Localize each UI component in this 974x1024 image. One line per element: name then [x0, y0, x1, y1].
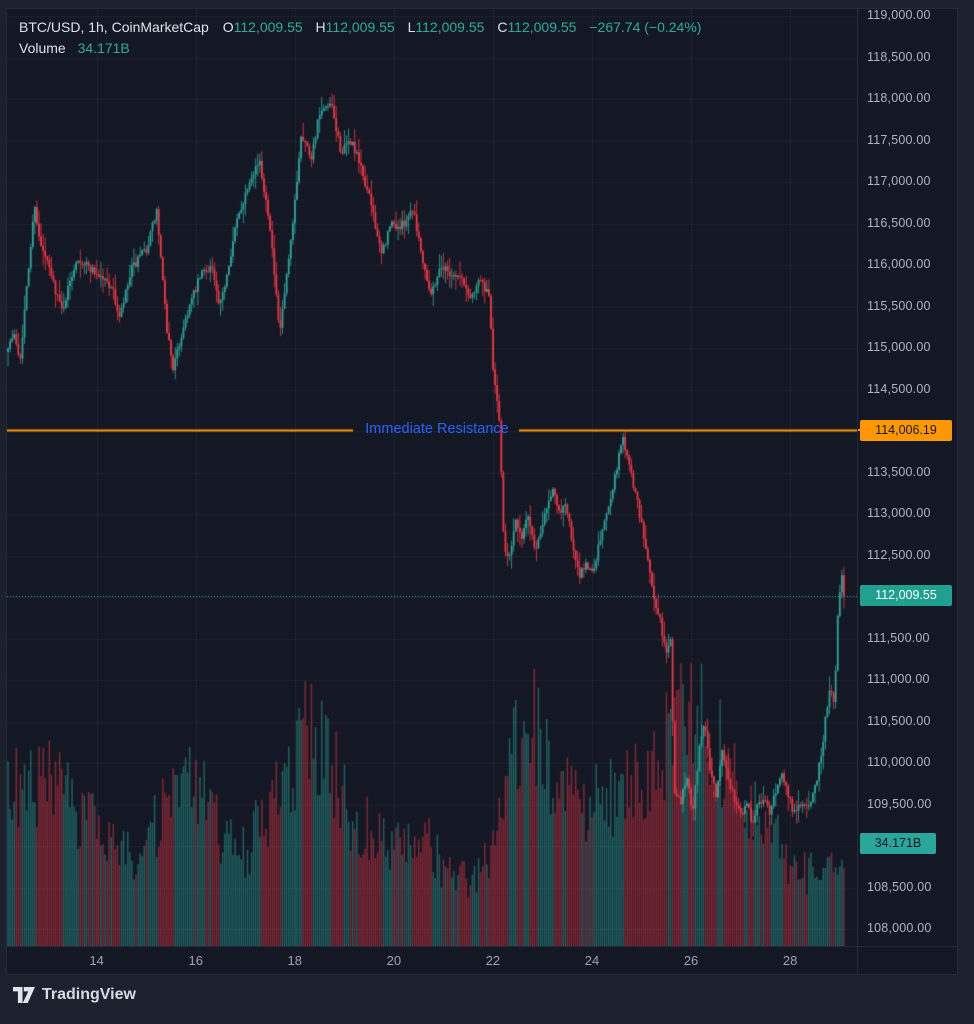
price-tick-label: 108,500.00: [867, 879, 932, 894]
close-label: C: [497, 19, 508, 35]
close-value: 112,009.55: [507, 19, 577, 35]
resistance-line-label[interactable]: Immediate Resistance: [365, 420, 509, 437]
price-tick-label: 116,000.00: [867, 257, 931, 272]
price-tick-label: 114,500.00: [867, 381, 931, 396]
time-tick-label: 22: [485, 953, 501, 968]
time-tick-label: 28: [782, 953, 798, 968]
price-tick-label: 110,500.00: [867, 713, 931, 728]
price-tick-label: 112,500.00: [867, 547, 931, 562]
tradingview-brand[interactable]: TradingView: [42, 986, 136, 1003]
high-group: H112,009.55: [316, 19, 395, 35]
close-group: C112,009.55: [497, 19, 576, 35]
time-tick-label: 20: [386, 953, 402, 968]
footer: TradingView: [13, 986, 136, 1004]
price-tick-label: 115,500.00: [867, 298, 931, 313]
tradingview-logo-icon[interactable]: [13, 986, 35, 1004]
high-value: 112,009.55: [325, 19, 395, 35]
time-tick-label: 18: [287, 953, 303, 968]
volume-badge: 34.171B: [860, 833, 936, 855]
price-tick-label: 115,000.00: [867, 340, 931, 355]
price-tick-label: 117,000.00: [867, 174, 931, 189]
volume-value: 34.171B: [77, 40, 130, 56]
symbol-title[interactable]: BTC/USD, 1h, CoinMarketCap: [19, 19, 209, 35]
price-tick-label: 116,500.00: [867, 215, 931, 230]
low-label: L: [407, 19, 416, 35]
price-tick-label: 111,500.00: [867, 630, 930, 645]
low-group: L112,009.55: [408, 19, 485, 35]
candlestick-chart-canvas[interactable]: [7, 9, 857, 946]
price-tick-label: 118,000.00: [867, 91, 931, 106]
low-value: 112,009.55: [415, 19, 485, 35]
resistance-price-badge: 114,006.19: [858, 419, 952, 441]
time-tick-label: 14: [89, 953, 104, 968]
time-tick-label: 16: [188, 953, 203, 968]
legend-volume-row: Volume 34.171B: [19, 38, 701, 59]
price-tick-label: 113,500.00: [867, 464, 931, 479]
tradingview-chart-widget: Immediate Resistance BTC/USD, 1h, CoinMa…: [6, 8, 958, 975]
open-group: O112,009.55: [223, 19, 303, 35]
volume-label[interactable]: Volume: [19, 40, 66, 56]
price-tick-label: 109,500.00: [867, 796, 932, 811]
high-label: H: [315, 19, 326, 35]
time-tick-label: 26: [683, 953, 699, 968]
price-pane[interactable]: Immediate Resistance BTC/USD, 1h, CoinMa…: [7, 9, 857, 946]
price-change: −267.74 (−0.24%): [589, 19, 702, 35]
price-tick-label: 117,500.00: [867, 132, 931, 147]
time-axis[interactable]: 14 16 18 20 22 24 26 28: [7, 946, 857, 974]
open-label: O: [222, 19, 234, 35]
price-tick-label: 108,000.00: [867, 921, 932, 936]
price-tick-label: 110,000.00: [867, 755, 931, 770]
last-price-badge: 112,009.55: [860, 585, 952, 607]
price-axis[interactable]: 114,006.19 112,009.55 34.171B 119,000.00…: [857, 9, 957, 946]
price-tick-label: 118,500.00: [867, 49, 931, 64]
legend-symbol-row: BTC/USD, 1h, CoinMarketCap O112,009.55 H…: [19, 17, 701, 38]
axis-corner: [857, 946, 957, 974]
price-tick-label: 111,000.00: [867, 672, 930, 687]
open-value: 112,009.55: [233, 19, 303, 35]
price-tick-label: 119,000.00: [867, 9, 931, 23]
time-tick-label: 24: [584, 953, 600, 968]
price-tick-label: 113,000.00: [867, 506, 931, 521]
chart-legend: BTC/USD, 1h, CoinMarketCap O112,009.55 H…: [19, 17, 701, 59]
